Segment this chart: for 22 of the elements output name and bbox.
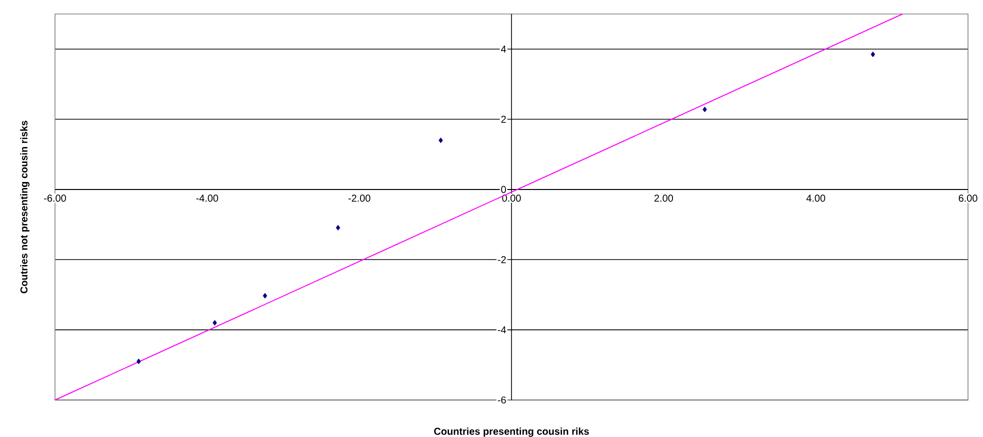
point	[136, 358, 141, 364]
y-tick-label: 2	[501, 116, 506, 123]
x-tick-label: 4.00	[806, 194, 826, 202]
y-axis-title: Coutries not presenting cousin risks	[20, 120, 30, 294]
point	[212, 320, 217, 326]
y-tick-label: -4	[498, 326, 506, 334]
x-tick-label: -4.00	[196, 194, 218, 202]
y-tick-label: -2	[498, 256, 506, 264]
point	[702, 106, 707, 112]
point	[438, 138, 443, 144]
x-tick-label: 6.00	[958, 194, 978, 202]
x-tick-label: -2.00	[348, 194, 370, 202]
x-tick-label: 2.00	[654, 194, 673, 202]
x-tick-label: 0.00	[502, 194, 521, 202]
x-axis-title: Countries presenting cousin riks	[434, 428, 589, 437]
y-tick-label: 4	[501, 46, 506, 53]
y-tick-label: 0	[501, 186, 506, 193]
point	[336, 224, 340, 231]
point	[870, 52, 876, 58]
point	[262, 292, 268, 299]
x-tick-label: -6.00	[44, 194, 66, 202]
y-tick-label: -6	[498, 396, 506, 404]
